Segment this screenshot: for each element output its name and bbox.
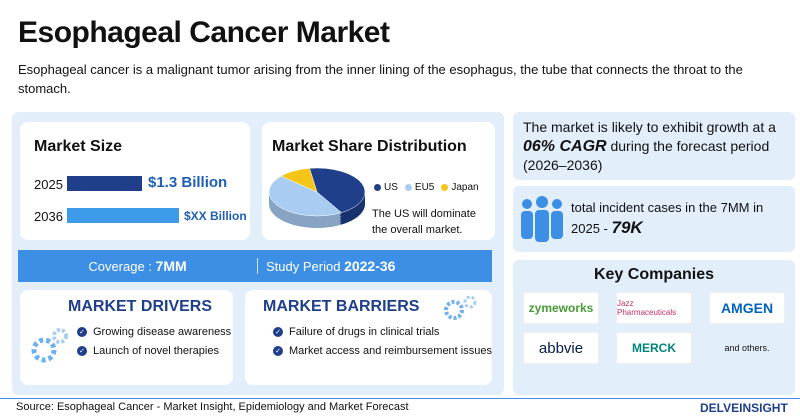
description: Esophageal cancer is a malignant tumor a… [18,62,743,96]
growth-panel: The market is likely to exhibit growth a… [513,112,795,180]
company-logo: Jazz Pharmaceuticals [616,292,692,324]
study-label: Study Period [266,259,341,274]
legend-item: Japan [441,182,479,193]
source: Source: Esophageal Cancer - Market Insig… [16,401,409,413]
pie-slice [280,168,318,193]
size-value: $XX Billion [184,209,247,223]
drivers-list: ✓ Growing disease awareness ✓ Launch of no… [77,326,231,364]
driver-item: ✓ Growing disease awareness [77,326,231,338]
barrier-item: ✓ Failure of drugs in clinical trials [273,326,492,338]
legend-item: EU5 [404,182,435,193]
legend-label: Japan [451,182,479,193]
people-icon [521,196,563,242]
year: 2025 [34,177,63,192]
drivers-card: MARKET DRIVERS ✓ Growing disease awarenes… [20,290,233,385]
market-size-card: Market Size 2025 $1.3 Billion 2036 $XX B… [20,122,250,240]
market-share-card: Market Share Distribution US EU5 Japan The… [262,122,495,240]
barriers-list: ✓ Failure of drugs in clinical trials ✓ Ma… [273,326,492,364]
company-logo: abbvie [523,332,599,364]
footer-rule [0,398,800,399]
size-bar [67,208,179,223]
title: Esophageal Cancer Market [18,16,390,49]
brand: DELVEINSIGHT [700,401,788,415]
incidents-label: total incident cases in the 7MM in 2025 … [571,200,764,236]
incidents-value: 79K [611,218,643,237]
companies-title: Key Companies [593,266,715,283]
incidents-panel: total incident cases in the 7MM in 2025 … [513,186,795,252]
market-size-title: Market Size [34,138,123,155]
growth-text: The market is likely to exhibit growth a… [523,119,776,135]
pie-chart [268,167,366,228]
companies-panel: Key Companies zymeworks Jazz Pharmaceuti… [513,260,795,395]
growth-text: during the forecast period (2026–2036) [523,138,770,173]
share-note: The US will dominate the overall market. [372,208,476,236]
barriers-card: MARKET BARRIERS ✓ Failure of drugs in cli… [245,290,492,385]
legend-label: EU5 [414,182,435,193]
barrier-text: Failure of drugs in clinical trials [289,326,440,338]
gear-icon [444,295,477,320]
company-logo: AMGEN [709,292,785,324]
barriers-title: MARKET BARRIERS [263,298,420,315]
barrier-text: Market access and reimbursement issues [289,345,492,357]
growth-cagr: 06% CAGR [523,138,607,155]
study-value: 2022-36 [344,258,396,274]
gear-icon [31,328,68,363]
legend-swatch [441,184,449,191]
drivers-title: MARKET DRIVERS [68,298,213,315]
legend-swatch [374,184,381,191]
year: 2036 [34,209,63,224]
coverage-value: 7MM [155,258,187,274]
legend-item: US [374,182,398,193]
company-logo: MERCK [616,332,692,364]
study-period: Study Period 2022-36 [258,258,395,274]
legend-swatch [404,184,412,191]
coverage-label: Coverage : [88,259,152,274]
size-bar [67,176,142,191]
driver-item: ✓ Launch of novel therapies [77,345,231,357]
driver-text: Launch of novel therapies [93,345,219,357]
driver-text: Growing disease awareness [93,326,232,338]
legend: US EU5 Japan [374,182,479,193]
pie-slice [309,167,366,213]
size-value: $1.3 Billion [148,174,228,191]
barrier-item: ✓ Market access and reimbursement issues [273,345,492,357]
company-logo: and others. [724,343,770,353]
pie-slice [268,175,342,217]
incidents-text: total incident cases in the 7MM in 2025 … [571,198,771,239]
company-logo: zymeworks [523,292,599,324]
coverage: Coverage : 7MM [18,258,258,274]
coverage-bar: Coverage : 7MM Study Period 2022-36 [18,250,492,282]
market-share-title: Market Share Distribution [272,138,467,155]
legend-label: US [384,182,398,193]
